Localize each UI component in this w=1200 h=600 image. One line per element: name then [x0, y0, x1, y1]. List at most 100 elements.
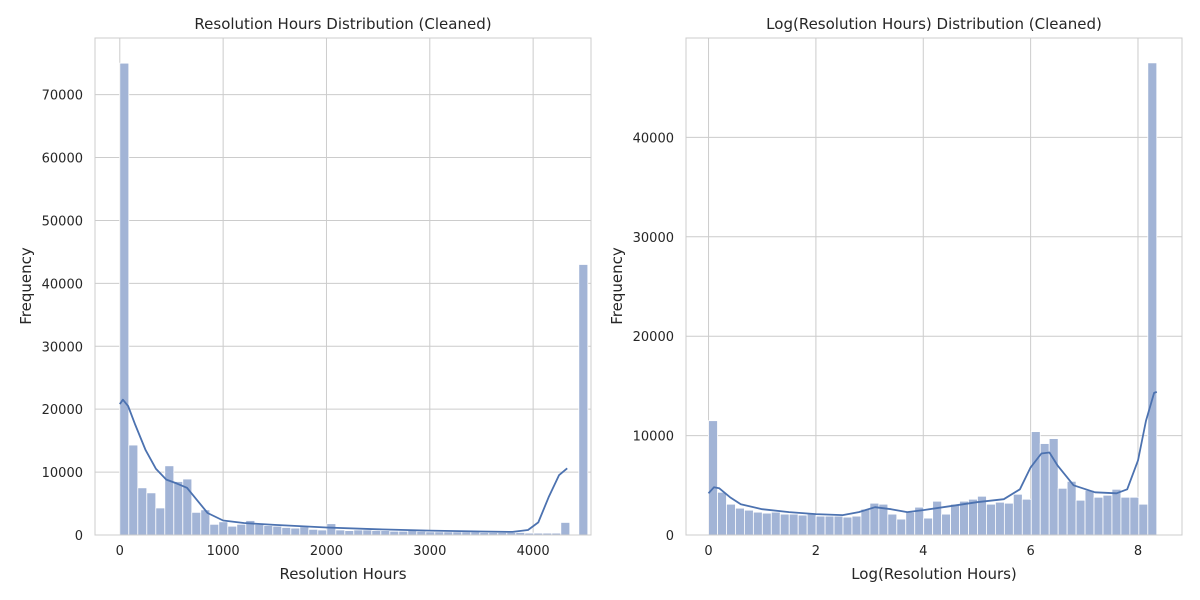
histogram-bar	[164, 465, 175, 536]
y-tick-labels: 0 10000 20000 30000 40000	[633, 131, 674, 544]
histogram-bar	[797, 514, 808, 536]
histogram-bar	[263, 525, 274, 536]
histogram-bar	[380, 530, 391, 536]
x-tick-label: 3000	[413, 544, 446, 559]
kde-curve	[707, 391, 1158, 516]
histogram-bar	[416, 530, 427, 536]
histogram-bar	[1066, 480, 1077, 536]
histogram-bar	[344, 530, 355, 536]
histogram-bar	[308, 528, 319, 536]
histogram-bar	[173, 481, 184, 536]
x-tick-label: 0	[116, 544, 124, 559]
x-tick-labels: 0 1000 2000 3000 4000	[116, 544, 550, 559]
histogram-bar	[137, 487, 148, 536]
histogram-bar	[959, 500, 969, 536]
x-tick-label: 1000	[207, 544, 240, 559]
histogram-bar	[236, 523, 247, 536]
histogram-bar	[1057, 487, 1068, 536]
y-tick-label: 40000	[633, 131, 674, 146]
x-tick-label: 4000	[517, 544, 550, 559]
histogram-bar	[896, 518, 907, 536]
kde-curve	[119, 398, 568, 533]
histogram-bar	[1129, 496, 1140, 536]
x-tick-labels: 0 2 4 6 8	[704, 544, 1142, 559]
y-tick-label: 20000	[42, 403, 83, 418]
histogram-bar	[824, 515, 835, 536]
x-tick-label: 2	[812, 544, 820, 559]
y-tick-label: 0	[666, 529, 674, 544]
histogram-bar	[146, 492, 157, 536]
x-tick-label: 6	[1026, 544, 1034, 559]
x-tick-label: 8	[1134, 544, 1142, 559]
histogram-bar	[1084, 489, 1095, 536]
histogram-bar	[842, 516, 853, 536]
histogram-bar	[272, 525, 283, 536]
histogram-bar	[389, 530, 400, 536]
histogram-bar	[851, 515, 862, 536]
chart-log-resolution-hours: 0 2 4 6 8 0 10000 20000 30000 40000 Log(Resoluti…	[608, 15, 1183, 583]
x-tick-label: 2000	[310, 544, 343, 559]
histogram-bar	[560, 522, 571, 536]
y-tick-label: 60000	[42, 152, 83, 167]
y-tick-label: 30000	[42, 340, 83, 355]
histogram-bar	[254, 523, 265, 536]
histogram-bar	[398, 530, 409, 536]
histogram-bar	[752, 511, 763, 536]
histogram-bar	[968, 498, 978, 536]
x-tick-label: 4	[919, 544, 927, 559]
histogram-bar	[941, 513, 951, 536]
x-tick-label: 0	[704, 544, 712, 559]
histogram-bar	[353, 529, 364, 536]
histogram-bar	[281, 527, 292, 536]
histogram-bar	[815, 515, 826, 536]
histogram-bar	[218, 521, 229, 536]
histogram-bar	[1138, 503, 1149, 536]
histogram-bar	[860, 508, 871, 536]
histogram-bar	[299, 526, 310, 536]
y-tick-label: 30000	[633, 231, 674, 246]
histogram-bar	[209, 523, 220, 536]
histogram-bar	[761, 512, 772, 536]
chart-title: Resolution Hours Distribution (Cleaned)	[194, 15, 491, 33]
y-tick-label: 10000	[633, 430, 674, 445]
histogram-bar	[1012, 493, 1023, 536]
histogram-bar	[119, 62, 130, 536]
histogram-bar	[770, 511, 781, 536]
histogram-bar	[1111, 488, 1122, 536]
histogram-bar	[995, 501, 1005, 536]
plot-area-background	[95, 38, 591, 535]
histogram-bar	[155, 507, 166, 536]
histogram-bar	[986, 503, 996, 536]
histogram-bar	[779, 513, 790, 536]
histogram-bar	[1039, 443, 1050, 536]
y-tick-label: 20000	[633, 330, 674, 345]
histogram-bar	[1093, 496, 1104, 536]
y-tick-label: 50000	[42, 214, 83, 229]
y-tick-label: 70000	[42, 89, 83, 104]
histogram-bar	[735, 507, 745, 536]
histogram-bar	[227, 525, 238, 536]
plot-area-background	[686, 38, 1182, 535]
y-tick-label: 10000	[42, 466, 83, 481]
chart-title: Log(Resolution Hours) Distribution (Clea…	[766, 15, 1102, 33]
histogram-bar	[290, 527, 301, 536]
x-axis-label: Resolution Hours	[279, 565, 406, 583]
histogram-bar	[317, 529, 328, 536]
histogram-bar	[950, 503, 960, 536]
histogram-bar	[717, 491, 727, 536]
histogram-bar	[1075, 499, 1086, 536]
histogram-bar	[335, 529, 346, 536]
histogram-bar	[407, 530, 418, 536]
histogram-bar	[1102, 494, 1113, 536]
y-tick-label: 0	[75, 529, 83, 544]
y-axis-label: Frequency	[17, 247, 35, 325]
histogram-bar	[833, 515, 844, 536]
y-axis-label: Frequency	[608, 247, 626, 325]
histogram-bar	[887, 513, 898, 536]
histogram-bar	[1030, 431, 1041, 536]
histogram-bar	[744, 509, 754, 536]
x-axis-label: Log(Resolution Hours)	[851, 565, 1017, 583]
y-tick-labels: 0 10000 20000 30000 40000 50000 60000 70000	[42, 89, 83, 544]
histogram-bar	[1147, 62, 1158, 536]
